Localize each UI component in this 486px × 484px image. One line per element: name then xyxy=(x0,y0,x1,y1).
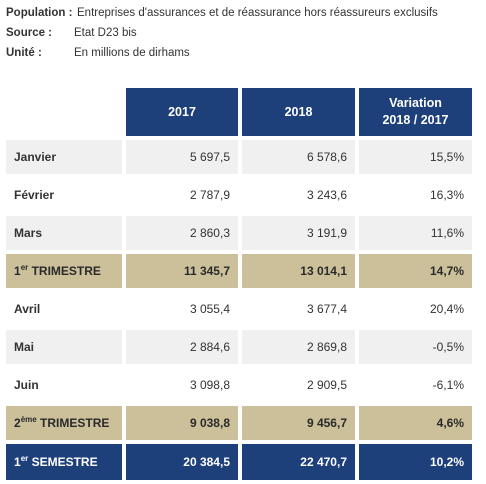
variation-value: 4,6% xyxy=(359,406,472,440)
value-2018: 2 869,8 xyxy=(242,330,355,364)
value-2017: 2 884,6 xyxy=(126,330,238,364)
value-2018: 3 191,9 xyxy=(242,216,355,250)
population-line: Population : Entreprises d'assurances et… xyxy=(6,6,438,20)
population-value: Entreprises d'assurances et de réassuran… xyxy=(77,7,438,19)
table-row: Juin 3 098,8 2 909,5 -6,1% xyxy=(6,368,472,402)
row-label: Juin xyxy=(6,368,122,402)
value-2018: 3 243,6 xyxy=(242,178,355,212)
value-2017: 11 345,7 xyxy=(126,254,238,288)
value-2018: 3 677,4 xyxy=(242,292,355,326)
header-row: 2017 2018 Variation 2018 / 2017 xyxy=(6,88,472,136)
value-2018: 13 014,1 xyxy=(242,254,355,288)
label-text: TRIMESTRE xyxy=(31,264,101,278)
header-2017: 2017 xyxy=(126,88,238,136)
table-row: Mars 2 860,3 3 191,9 11,6% xyxy=(6,216,472,250)
header-variation-line2: 2018 / 2017 xyxy=(382,113,449,127)
label-ordinal: ème xyxy=(20,415,37,424)
value-2018: 6 578,6 xyxy=(242,140,355,174)
row-label: Mai xyxy=(6,330,122,364)
header-blank-cell xyxy=(6,88,122,136)
table-row: Avril 3 055,4 3 677,4 20,4% xyxy=(6,292,472,326)
row-label: Avril xyxy=(6,292,122,326)
variation-value: 20,4% xyxy=(359,292,472,326)
value-2017: 2 787,9 xyxy=(126,178,238,212)
unit-label: Unité : xyxy=(6,47,42,59)
value-2017: 2 860,3 xyxy=(126,216,238,250)
unit-line: Unité : En millions de dirhams xyxy=(6,46,190,60)
variation-value: -0,5% xyxy=(359,330,472,364)
source-label: Source : xyxy=(6,27,53,39)
variation-value: -6,1% xyxy=(359,368,472,402)
label-text: SEMESTRE xyxy=(31,455,98,469)
value-2017: 3 055,4 xyxy=(126,292,238,326)
quarter-total-row: 2ème TRIMESTRE 9 038,8 9 456,7 4,6% xyxy=(6,406,472,440)
source-line: Source : Etat D23 bis xyxy=(6,26,137,40)
header-2018: 2018 xyxy=(242,88,355,136)
label-number: 1 xyxy=(14,264,21,278)
row-label: Janvier xyxy=(6,140,122,174)
row-label: Février xyxy=(6,178,122,212)
value-2018: 2 909,5 xyxy=(242,368,355,402)
header-variation: Variation 2018 / 2017 xyxy=(359,88,472,136)
population-label: Population : xyxy=(6,7,73,19)
variation-value: 11,6% xyxy=(359,216,472,250)
semester-total-row: 1er SEMESTRE 20 384,5 22 470,7 10,2% xyxy=(6,444,472,480)
label-text: TRIMESTRE xyxy=(40,416,110,430)
label-number: 1 xyxy=(14,455,21,469)
premiums-table: 2017 2018 Variation 2018 / 2017 Janvier … xyxy=(2,84,476,484)
table-row: Janvier 5 697,5 6 578,6 15,5% xyxy=(6,140,472,174)
source-value: Etat D23 bis xyxy=(74,27,137,39)
label-ordinal: er xyxy=(20,454,29,463)
variation-value: 14,7% xyxy=(359,254,472,288)
table-row: Mai 2 884,6 2 869,8 -0,5% xyxy=(6,330,472,364)
value-2017: 20 384,5 xyxy=(126,444,238,480)
label-ordinal: er xyxy=(20,263,29,272)
row-label: 2ème TRIMESTRE xyxy=(6,406,122,440)
value-2017: 9 038,8 xyxy=(126,406,238,440)
header-variation-line1: Variation xyxy=(389,96,442,110)
table-row: Février 2 787,9 3 243,6 16,3% xyxy=(6,178,472,212)
variation-value: 10,2% xyxy=(359,444,472,480)
quarter-total-row: 1er TRIMESTRE 11 345,7 13 014,1 14,7% xyxy=(6,254,472,288)
value-2018: 9 456,7 xyxy=(242,406,355,440)
variation-value: 16,3% xyxy=(359,178,472,212)
unit-value: En millions de dirhams xyxy=(74,47,190,59)
row-label: 1er TRIMESTRE xyxy=(6,254,122,288)
value-2017: 5 697,5 xyxy=(126,140,238,174)
row-label: Mars xyxy=(6,216,122,250)
label-number: 2 xyxy=(14,416,21,430)
value-2018: 22 470,7 xyxy=(242,444,355,480)
row-label: 1er SEMESTRE xyxy=(6,444,122,480)
variation-value: 15,5% xyxy=(359,140,472,174)
value-2017: 3 098,8 xyxy=(126,368,238,402)
